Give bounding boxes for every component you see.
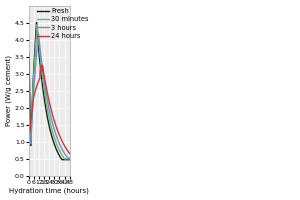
Fresh <box>67 158 70 161</box>
3 hours <box>46 100 50 103</box>
24 hours <box>59 138 63 140</box>
30 minutes <box>35 23 39 26</box>
Fresh <box>27 52 31 54</box>
Fresh <box>60 158 64 161</box>
30 minutes <box>47 114 50 117</box>
30 minutes <box>29 132 33 135</box>
3 hours <box>67 157 70 159</box>
30 minutes <box>67 158 70 160</box>
30 minutes <box>46 109 50 111</box>
24 hours <box>46 93 50 95</box>
Y-axis label: Power (W/g cement): Power (W/g cement) <box>6 55 12 126</box>
30 minutes <box>27 130 31 133</box>
24 hours <box>39 64 43 66</box>
3 hours <box>47 106 50 108</box>
24 hours <box>67 151 70 153</box>
Line: 3 hours: 3 hours <box>29 33 70 158</box>
30 minutes <box>59 152 63 155</box>
Line: Fresh: Fresh <box>29 23 70 160</box>
Fresh <box>29 144 33 147</box>
Line: 30 minutes: 30 minutes <box>29 24 70 159</box>
Fresh <box>35 21 38 24</box>
3 hours <box>59 146 63 148</box>
3 hours <box>66 157 70 159</box>
24 hours <box>29 119 33 121</box>
Legend: Fresh, 30 minutes, 3 hours, 24 hours: Fresh, 30 minutes, 3 hours, 24 hours <box>34 5 92 42</box>
3 hours <box>67 157 70 159</box>
X-axis label: Hydration time (hours): Hydration time (hours) <box>9 188 89 194</box>
Fresh <box>47 123 50 125</box>
30 minutes <box>63 158 66 160</box>
3 hours <box>27 131 31 134</box>
24 hours <box>47 98 50 101</box>
24 hours <box>68 152 71 155</box>
30 minutes <box>67 158 70 160</box>
3 hours <box>37 32 40 34</box>
Fresh <box>68 158 71 161</box>
Fresh <box>67 158 70 161</box>
3 hours <box>29 143 33 145</box>
Fresh <box>59 157 63 160</box>
Line: 24 hours: 24 hours <box>29 65 70 154</box>
30 minutes <box>68 158 71 160</box>
24 hours <box>27 132 31 134</box>
24 hours <box>67 151 70 153</box>
3 hours <box>68 157 71 159</box>
Fresh <box>46 117 50 120</box>
